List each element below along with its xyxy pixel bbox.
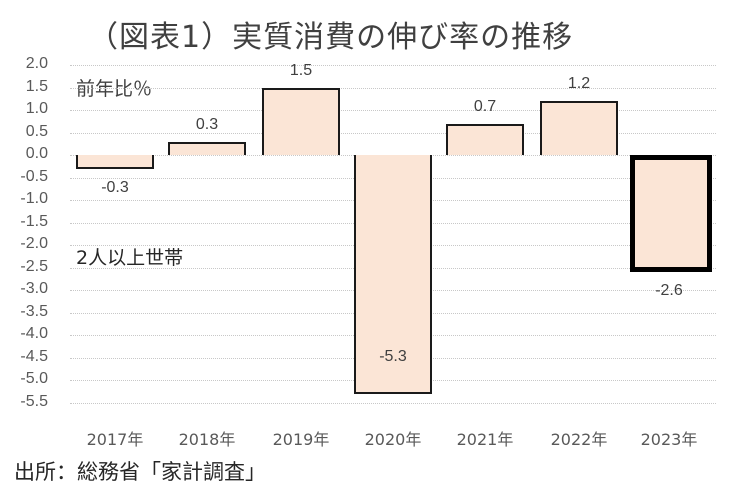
x-tick-label: 2018年 (178, 430, 236, 449)
x-tick-label: 2019年 (272, 430, 330, 449)
data-label: 1.5 (289, 61, 313, 79)
y-tick-label: -4.5 (20, 347, 48, 365)
y-tick-label: 0.0 (25, 145, 48, 162)
y-tick-label: -2.0 (20, 235, 48, 252)
x-tick-label: 2023年 (640, 430, 698, 449)
bar-2023 (630, 155, 712, 272)
gridline (70, 402, 716, 404)
data-label: -2.6 (655, 282, 683, 299)
x-tick-label: 2022年 (550, 430, 608, 449)
bar-2022 (540, 101, 618, 155)
data-label: -0.3 (101, 178, 129, 196)
y-tick-label: 1.5 (25, 77, 48, 95)
x-tick-label: 2020年 (364, 430, 422, 449)
bar-2021 (446, 123, 524, 155)
gridline (70, 65, 716, 66)
group-label: 2人以上世帯 (76, 247, 184, 269)
y-tick-label: 2.0 (25, 55, 48, 72)
bar-2020 (354, 155, 432, 394)
y-tick-label: -3.0 (20, 280, 48, 297)
gridline (70, 87, 716, 89)
data-label: 1.2 (567, 75, 591, 92)
y-tick-label: -1.5 (20, 212, 48, 230)
x-tick-label: 2017年 (86, 430, 144, 449)
bar-2018 (168, 141, 246, 155)
y-tick-label: 1.0 (25, 100, 48, 117)
chart-title: （図表1）実質消費の伸び率の推移 (88, 20, 574, 55)
bar-2019 (262, 87, 340, 155)
y-tick-label: 0.5 (25, 122, 48, 140)
y-tick-label: -3.5 (20, 302, 48, 320)
y-tick-label: -4.0 (20, 325, 48, 342)
y-tick-label: -5.5 (20, 392, 48, 410)
y-tick-label: -1.0 (20, 190, 48, 207)
gridline (70, 132, 716, 134)
bar-2017 (76, 155, 154, 169)
y-tick-label: -5.0 (20, 370, 48, 387)
data-label: 0.3 (195, 115, 219, 133)
y-tick-label: -2.5 (20, 257, 48, 275)
y-tick-label: -0.5 (20, 167, 48, 185)
unit-label: 前年比％ (76, 78, 153, 100)
x-tick-label: 2021年 (456, 430, 514, 449)
source-note: 出所：総務省「家計調査」 (14, 460, 266, 484)
gridline (70, 110, 716, 111)
data-label: 0.7 (473, 97, 497, 115)
data-label: -5.3 (379, 347, 407, 365)
